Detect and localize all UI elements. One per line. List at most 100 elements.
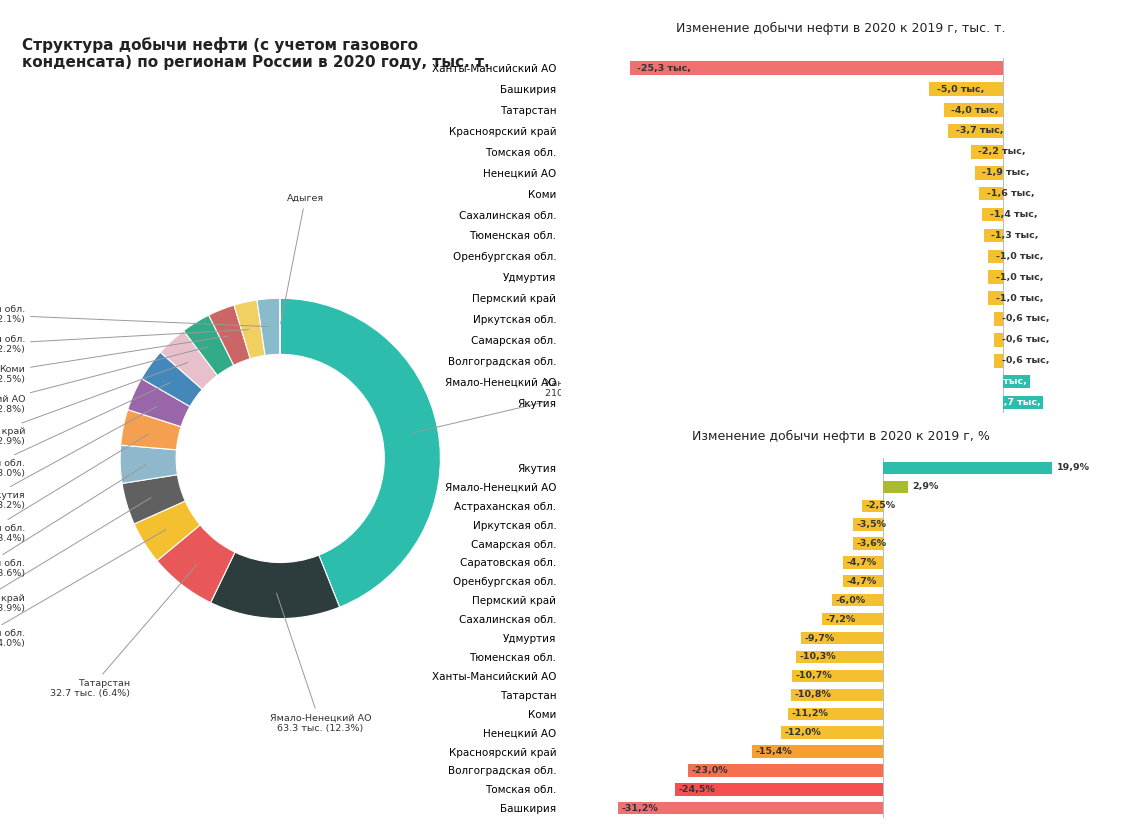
- Bar: [853, 519, 883, 531]
- Bar: [971, 145, 1003, 159]
- Text: -4,7%: -4,7%: [846, 558, 877, 567]
- Bar: [929, 83, 1003, 96]
- Text: -3,5%: -3,5%: [856, 520, 887, 529]
- Text: -4,0 тыс,: -4,0 тыс,: [952, 106, 999, 115]
- Text: -25,3 тыс,: -25,3 тыс,: [637, 64, 692, 73]
- Text: -7,2%: -7,2%: [825, 615, 855, 624]
- Bar: [994, 354, 1003, 368]
- Text: -1,9 тыс,: -1,9 тыс,: [982, 169, 1030, 178]
- Bar: [982, 207, 1003, 221]
- Bar: [793, 670, 883, 682]
- Text: Коми
13.0 тыс. (2.5%): Коми 13.0 тыс. (2.5%): [0, 336, 229, 384]
- Wedge shape: [120, 445, 177, 483]
- Text: -15,4%: -15,4%: [756, 747, 793, 756]
- Text: Иркутская обл.
17.3 тыс. (3.4%): Иркутская обл. 17.3 тыс. (3.4%): [0, 434, 148, 544]
- Text: Изменение добычи нефти в 2020 к 2019 г, %: Изменение добычи нефти в 2020 к 2019 г, …: [692, 430, 990, 444]
- Text: -1,3 тыс,: -1,3 тыс,: [991, 231, 1039, 240]
- Bar: [619, 802, 883, 814]
- Text: Астраханская обл.
11.0 тыс. (2.1%): Астраханская обл. 11.0 тыс. (2.1%): [0, 305, 268, 326]
- Bar: [843, 575, 883, 587]
- Text: -0,6 тыс,: -0,6 тыс,: [1001, 356, 1049, 365]
- Bar: [796, 651, 883, 663]
- Text: Якутия
16.2 тыс. (3.2%): Якутия 16.2 тыс. (3.2%): [0, 406, 157, 510]
- Text: Ненецкий АО
14.1 тыс. (2.8%): Ненецкий АО 14.1 тыс. (2.8%): [0, 347, 207, 414]
- Text: Структура добычи нефти (с учетом газового
конденсата) по регионам России в 2020 : Структура добычи нефти (с учетом газовог…: [22, 37, 490, 70]
- Text: -1,0 тыс,: -1,0 тыс,: [995, 293, 1044, 302]
- Text: -6,0%: -6,0%: [835, 596, 865, 605]
- Text: Татарстан
32.7 тыс. (6.4%): Татарстан 32.7 тыс. (6.4%): [50, 565, 197, 698]
- Text: -12,0%: -12,0%: [785, 729, 822, 737]
- Bar: [752, 745, 883, 757]
- Text: 2,9%: 2,9%: [912, 482, 938, 491]
- Bar: [853, 538, 883, 549]
- Text: -24,5%: -24,5%: [678, 785, 715, 794]
- Text: -1,0 тыс,: -1,0 тыс,: [995, 273, 1044, 282]
- Wedge shape: [135, 501, 201, 561]
- Text: -0,6 тыс,: -0,6 тыс,: [1001, 335, 1049, 344]
- Bar: [832, 594, 883, 606]
- Wedge shape: [160, 330, 217, 389]
- Bar: [1003, 375, 1029, 388]
- Bar: [975, 166, 1003, 179]
- Bar: [675, 783, 883, 795]
- Bar: [989, 249, 1003, 263]
- Text: -1,4 тыс,: -1,4 тыс,: [990, 210, 1037, 219]
- Text: Изменение добычи нефти в 2020 к 2019 г, тыс. т.: Изменение добычи нефти в 2020 к 2019 г, …: [676, 22, 1006, 36]
- Wedge shape: [280, 298, 441, 607]
- Bar: [989, 270, 1003, 284]
- Bar: [800, 632, 883, 644]
- Bar: [791, 689, 883, 701]
- Wedge shape: [128, 378, 191, 427]
- Text: -1,0 тыс,: -1,0 тыс,: [995, 252, 1044, 261]
- Text: -0,6 тыс,: -0,6 тыс,: [1001, 315, 1049, 324]
- Bar: [883, 462, 1053, 474]
- Wedge shape: [157, 525, 235, 603]
- Text: -23,0%: -23,0%: [692, 766, 728, 775]
- Text: -3,6%: -3,6%: [856, 539, 887, 548]
- Text: -4,7%: -4,7%: [846, 577, 877, 586]
- Text: 2,7 тыс,: 2,7 тыс,: [997, 398, 1040, 407]
- Wedge shape: [141, 352, 202, 406]
- Wedge shape: [209, 305, 250, 365]
- Wedge shape: [184, 316, 234, 376]
- Text: Тюменская обл.
11.2 тыс. (2.2%): Тюменская обл. 11.2 тыс. (2.2%): [0, 330, 249, 354]
- Wedge shape: [121, 410, 182, 450]
- Bar: [980, 187, 1003, 201]
- Text: -31,2%: -31,2%: [622, 804, 658, 813]
- Bar: [994, 333, 1003, 347]
- Bar: [944, 103, 1003, 116]
- Text: -9,7%: -9,7%: [804, 634, 834, 643]
- Bar: [788, 708, 883, 720]
- Text: -2,2 тыс,: -2,2 тыс,: [978, 147, 1026, 156]
- Text: Пермский край
15.1 тыс. (2.9%): Пермский край 15.1 тыс. (2.9%): [0, 363, 188, 446]
- Text: Ямало-Ненецкий АО
63.3 тыс. (12.3%): Ямало-Ненецкий АО 63.3 тыс. (12.3%): [269, 593, 371, 733]
- Text: 19,9%: 19,9%: [1056, 463, 1090, 472]
- Text: -5,0 тыс,: -5,0 тыс,: [937, 84, 984, 93]
- Wedge shape: [257, 298, 280, 355]
- Bar: [688, 764, 883, 776]
- Text: -10,3%: -10,3%: [799, 653, 836, 662]
- Text: Красноярский край
20.2 тыс. (3.9%): Красноярский край 20.2 тыс. (3.9%): [0, 497, 151, 613]
- Text: Адыгея: Адыгея: [280, 194, 324, 324]
- Text: Самарская обл.
15.5 тыс. (3.0%): Самарская обл. 15.5 тыс. (3.0%): [0, 382, 170, 478]
- Text: -1,6 тыс,: -1,6 тыс,: [986, 189, 1035, 198]
- Wedge shape: [234, 300, 265, 358]
- Bar: [843, 556, 883, 568]
- Bar: [630, 61, 1003, 75]
- Bar: [822, 613, 883, 625]
- Bar: [948, 124, 1003, 138]
- Bar: [883, 481, 908, 493]
- Text: -2,5%: -2,5%: [865, 501, 896, 510]
- Bar: [994, 312, 1003, 325]
- Text: -10,8%: -10,8%: [795, 691, 832, 700]
- Bar: [862, 500, 883, 512]
- Text: -3,7 тыс,: -3,7 тыс,: [956, 126, 1003, 135]
- Text: Оренбургская обл.
20.7 тыс. (4.0%): Оренбургская обл. 20.7 тыс. (4.0%): [0, 529, 166, 648]
- Text: Ханты-Мансийский АО
210.8 тыс. (41.1%): Ханты-Мансийский АО 210.8 тыс. (41.1%): [413, 378, 659, 433]
- Text: -11,2%: -11,2%: [791, 710, 828, 719]
- Text: Сахалинская обл.
18.3 тыс. (3.6%): Сахалинская обл. 18.3 тыс. (3.6%): [0, 465, 146, 578]
- Bar: [781, 727, 883, 738]
- Wedge shape: [211, 552, 340, 619]
- Bar: [989, 292, 1003, 305]
- Bar: [984, 229, 1003, 242]
